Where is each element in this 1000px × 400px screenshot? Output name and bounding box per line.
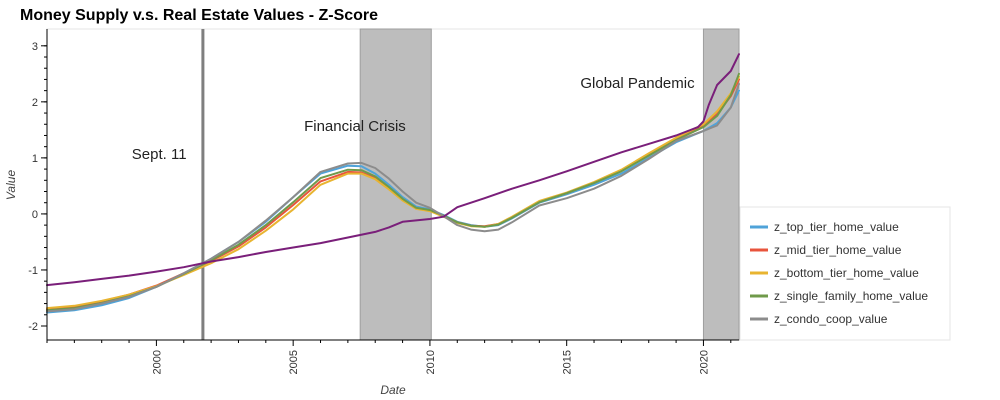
y-tick-label-2: 2 bbox=[32, 97, 38, 109]
x-tick-label-2005: 2005 bbox=[288, 350, 300, 374]
chart-title: Money Supply v.s. Real Estate Values - Z… bbox=[20, 7, 378, 24]
y-tick-label--1: -1 bbox=[28, 265, 38, 277]
series-line-z_bottom_tier_home_value bbox=[46, 75, 740, 310]
legend-item-z_bottom_tier_home_value[interactable]: z_bottom_tier_home_value bbox=[750, 266, 919, 280]
x-tick-label-2020: 2020 bbox=[698, 350, 710, 374]
legend-item-z_top_tier_home_value[interactable]: z_top_tier_home_value bbox=[750, 220, 899, 234]
y-axis-label: Value bbox=[4, 170, 18, 201]
legend-box bbox=[739, 206, 951, 341]
legend-item-z_condo_coop_value[interactable]: z_condo_coop_value bbox=[750, 312, 888, 326]
series-lines bbox=[46, 53, 740, 314]
legend-label: z_top_tier_home_value bbox=[774, 220, 899, 234]
legend-item-z_single_family_home_value[interactable]: z_single_family_home_value bbox=[750, 289, 928, 303]
axes: -2 -1 0 1 2 3 2000 2005 2010 2015 2020 bbox=[28, 29, 739, 374]
annotation-2: Global Pandemic bbox=[580, 75, 695, 92]
legend-label: z_bottom_tier_home_value bbox=[774, 266, 919, 280]
x-tick-label-2015: 2015 bbox=[562, 350, 574, 374]
legend[interactable]: z_top_tier_home_value z_mid_tier_home_val… bbox=[739, 206, 951, 341]
series-line-z_condo_coop_value bbox=[46, 82, 740, 313]
legend-label: z_condo_coop_value bbox=[774, 312, 888, 326]
x-tick-label-2000: 2000 bbox=[151, 350, 163, 374]
series-line-z_single_family_home_value bbox=[46, 72, 740, 312]
y-tick-label--2: -2 bbox=[28, 321, 38, 333]
legend-label: z_single_family_home_value bbox=[774, 289, 928, 303]
annotations: Sept. 11 Financial Crisis Global Pandemic bbox=[132, 75, 695, 163]
x-axis-label: Date bbox=[380, 383, 406, 397]
annotation-0: Sept. 11 bbox=[132, 146, 187, 163]
series-line-unnamed-5 bbox=[46, 53, 740, 287]
y-tick-label-0: 0 bbox=[32, 209, 38, 221]
annotation-1: Financial Crisis bbox=[304, 118, 406, 135]
legend-label: z_mid_tier_home_value bbox=[774, 243, 902, 257]
legend-item-z_mid_tier_home_value[interactable]: z_mid_tier_home_value bbox=[750, 243, 902, 257]
y-tick-label-3: 3 bbox=[32, 41, 38, 53]
shaded-region-1 bbox=[702, 28, 740, 341]
y-tick-label-1: 1 bbox=[32, 153, 38, 165]
x-tick-label-2010: 2010 bbox=[425, 350, 437, 374]
